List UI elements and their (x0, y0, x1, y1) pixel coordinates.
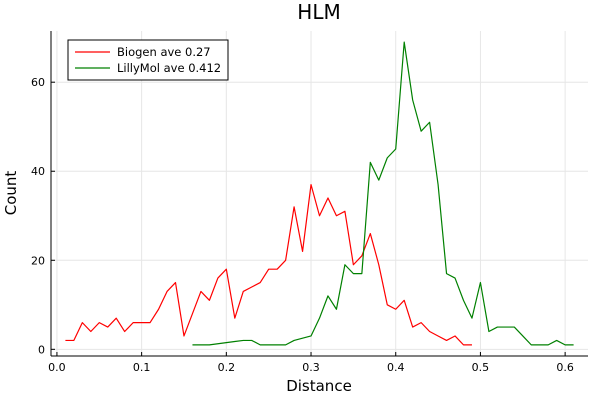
x-tick-label: 0.0 (48, 361, 66, 374)
legend-label-lillymol: LillyMol ave 0.412 (117, 61, 221, 75)
y-tick-label: 0 (38, 343, 45, 356)
series-group (65, 41, 574, 346)
x-tick-label: 0.3 (302, 361, 320, 374)
legend-label-biogen: Biogen ave 0.27 (117, 45, 211, 59)
y-tick-label: 40 (31, 165, 45, 178)
x-axis-label: Distance (286, 377, 352, 395)
axes (50, 31, 588, 357)
y-ticks: 0 20 40 60 (31, 76, 55, 356)
x-tick-label: 0.4 (387, 361, 405, 374)
y-tick-label: 20 (31, 254, 45, 267)
x-tick-label: 0.5 (472, 361, 490, 374)
x-tick-label: 0.6 (556, 361, 574, 374)
x-ticks: 0.0 0.1 0.2 0.3 0.4 0.5 0.6 (48, 352, 574, 374)
y-axis-label: Count (2, 171, 20, 216)
chart-title: HLM (297, 0, 340, 24)
series-line-0 (65, 184, 472, 346)
x-tick-label: 0.2 (218, 361, 236, 374)
legend-box (67, 39, 229, 81)
grid (51, 31, 588, 356)
y-tick-label: 60 (31, 76, 45, 89)
legend: Biogen ave 0.27 LillyMol ave 0.412 (67, 39, 229, 81)
x-tick-label: 0.1 (133, 361, 151, 374)
series-line-1 (192, 41, 574, 346)
